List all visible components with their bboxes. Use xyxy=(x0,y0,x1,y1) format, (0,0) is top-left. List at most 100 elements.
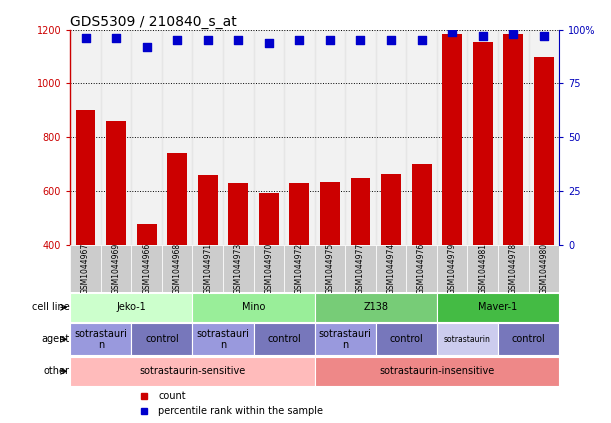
FancyBboxPatch shape xyxy=(467,245,498,292)
Bar xyxy=(76,110,95,353)
Bar xyxy=(259,192,279,353)
Text: GSM1044970: GSM1044970 xyxy=(265,243,273,294)
Point xyxy=(172,37,182,44)
Text: control: control xyxy=(267,334,301,344)
FancyBboxPatch shape xyxy=(284,245,315,292)
Bar xyxy=(162,30,192,245)
Text: GDS5309 / 210840_s_at: GDS5309 / 210840_s_at xyxy=(70,14,237,29)
Point xyxy=(325,37,335,44)
Bar xyxy=(284,30,315,245)
Text: other: other xyxy=(43,366,69,376)
Bar xyxy=(290,183,309,353)
Text: control: control xyxy=(145,334,179,344)
Point xyxy=(233,37,243,44)
Text: GSM1044981: GSM1044981 xyxy=(478,243,487,294)
Text: GSM1044979: GSM1044979 xyxy=(448,243,456,294)
FancyBboxPatch shape xyxy=(70,323,131,355)
FancyBboxPatch shape xyxy=(192,323,254,355)
Point xyxy=(386,37,396,44)
FancyBboxPatch shape xyxy=(315,245,345,292)
Point xyxy=(295,37,304,44)
Bar xyxy=(534,57,554,353)
FancyBboxPatch shape xyxy=(254,323,315,355)
FancyBboxPatch shape xyxy=(131,245,162,292)
Bar xyxy=(376,30,406,245)
FancyBboxPatch shape xyxy=(376,323,437,355)
Point xyxy=(111,35,121,41)
Point xyxy=(417,37,426,44)
Point xyxy=(478,33,488,39)
FancyBboxPatch shape xyxy=(192,245,223,292)
Bar xyxy=(106,121,126,353)
Point xyxy=(356,37,365,44)
FancyBboxPatch shape xyxy=(406,245,437,292)
Text: cell line: cell line xyxy=(32,302,69,312)
Text: GSM1044980: GSM1044980 xyxy=(540,243,548,294)
Point xyxy=(203,37,213,44)
Bar xyxy=(101,30,131,245)
Bar xyxy=(320,182,340,353)
Bar xyxy=(503,34,523,353)
FancyBboxPatch shape xyxy=(345,245,376,292)
Text: Z138: Z138 xyxy=(364,302,388,312)
FancyBboxPatch shape xyxy=(70,293,192,322)
Bar xyxy=(412,164,431,353)
Text: GSM1044976: GSM1044976 xyxy=(417,243,426,294)
Text: sotrastauri
n: sotrastauri n xyxy=(319,329,371,350)
Text: control: control xyxy=(389,334,423,344)
Point xyxy=(508,30,518,37)
Text: Jeko-1: Jeko-1 xyxy=(117,302,146,312)
Text: GSM1044972: GSM1044972 xyxy=(295,243,304,294)
Bar xyxy=(137,223,156,353)
Text: GSM1044971: GSM1044971 xyxy=(203,243,212,294)
Bar xyxy=(498,30,529,245)
Text: GSM1044977: GSM1044977 xyxy=(356,243,365,294)
Text: percentile rank within the sample: percentile rank within the sample xyxy=(158,406,323,416)
Bar xyxy=(467,30,498,245)
FancyBboxPatch shape xyxy=(315,323,376,355)
Bar xyxy=(131,30,162,245)
Text: control: control xyxy=(511,334,546,344)
FancyBboxPatch shape xyxy=(192,293,315,322)
FancyBboxPatch shape xyxy=(437,245,467,292)
Bar xyxy=(381,174,401,353)
FancyBboxPatch shape xyxy=(529,245,559,292)
Text: GSM1044969: GSM1044969 xyxy=(112,243,120,294)
Text: sotrastaurin-sensitive: sotrastaurin-sensitive xyxy=(139,366,246,376)
FancyBboxPatch shape xyxy=(162,245,192,292)
FancyBboxPatch shape xyxy=(498,323,559,355)
Bar xyxy=(254,30,284,245)
FancyBboxPatch shape xyxy=(315,293,437,322)
Bar xyxy=(437,30,467,245)
FancyBboxPatch shape xyxy=(437,293,559,322)
Bar xyxy=(351,178,370,353)
FancyBboxPatch shape xyxy=(437,323,498,355)
Text: count: count xyxy=(158,390,186,401)
FancyBboxPatch shape xyxy=(70,245,101,292)
Text: Maver-1: Maver-1 xyxy=(478,302,518,312)
Text: GSM1044975: GSM1044975 xyxy=(326,243,334,294)
FancyBboxPatch shape xyxy=(315,357,559,386)
Text: agent: agent xyxy=(41,334,69,344)
Bar xyxy=(192,30,223,245)
Bar xyxy=(223,30,254,245)
Text: GSM1044966: GSM1044966 xyxy=(142,243,151,294)
Bar xyxy=(167,154,187,353)
Text: Mino: Mino xyxy=(242,302,265,312)
Text: sotrastaurin-insensitive: sotrastaurin-insensitive xyxy=(379,366,494,376)
Point xyxy=(142,44,152,50)
Text: GSM1044978: GSM1044978 xyxy=(509,243,518,294)
Bar xyxy=(70,30,101,245)
Text: sotrastauri
n: sotrastauri n xyxy=(197,329,249,350)
Bar xyxy=(529,30,559,245)
Text: GSM1044973: GSM1044973 xyxy=(234,243,243,294)
FancyBboxPatch shape xyxy=(254,245,284,292)
Point xyxy=(447,28,457,35)
Text: GSM1044968: GSM1044968 xyxy=(173,243,181,294)
Bar xyxy=(473,42,492,353)
Bar xyxy=(229,183,248,353)
Point xyxy=(539,33,549,39)
Text: sotrastaurin: sotrastaurin xyxy=(444,335,491,344)
Point xyxy=(264,39,274,46)
FancyBboxPatch shape xyxy=(70,357,315,386)
